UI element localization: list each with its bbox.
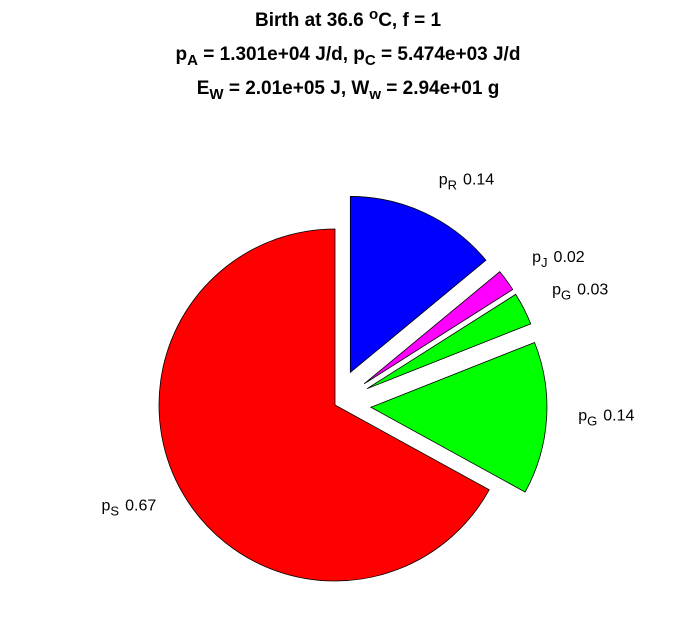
slice-label: pG 0.03 [552,281,608,302]
pie-slice [366,293,532,390]
label-subscript: S [110,503,119,518]
title-text: Birth at 36.6 [255,10,369,31]
label-subscript: R [448,177,457,192]
label-value: 0.14 [603,407,634,424]
slice-label: pG 0.14 [578,407,634,428]
title-subscript: A [187,52,198,69]
pie-slice [158,228,490,582]
title-subscript: C [365,52,376,69]
label-name: p [578,407,587,424]
label-name: p [102,498,111,515]
title-text: p [176,44,188,65]
title-superscript: o [369,6,378,23]
title-subscript: W [209,86,224,103]
title-text: = 2.01e+05 J, W [224,78,370,99]
title-text: = 1.301e+04 J/d, p [198,44,365,65]
slice-label: pS 0.67 [102,498,157,519]
chart-title: EW = 2.01e+05 J, Ww = 2.94e+01 g [197,78,500,103]
chart-title: pA = 1.301e+04 J/d, pC = 5.474e+03 J/d [176,44,521,69]
label-subscript: G [587,413,597,428]
slice-label: pJ 0.02 [532,249,585,270]
chart-title: Birth at 36.6 oC, f = 1 [255,6,441,31]
label-value: 0.14 [463,172,494,189]
label-value: 0.67 [125,498,156,515]
pie-slice [363,271,514,385]
pie-slice [349,196,487,374]
label-value: 0.03 [577,281,608,298]
label-subscript: J [541,254,548,269]
title-text: = 2.94e+01 g [381,78,499,99]
title-text: = 5.474e+03 J/d [376,44,521,65]
label-name: p [552,281,561,298]
label-name: p [439,172,448,189]
title-subscript: w [368,86,381,103]
title-text: E [197,78,210,99]
label-value: 0.02 [554,249,585,266]
label-name: p [532,249,541,266]
label-subscript: G [561,287,571,302]
pie-slice [369,341,548,493]
title-text: C, f = 1 [378,10,441,31]
slice-label: pR 0.14 [439,172,495,193]
